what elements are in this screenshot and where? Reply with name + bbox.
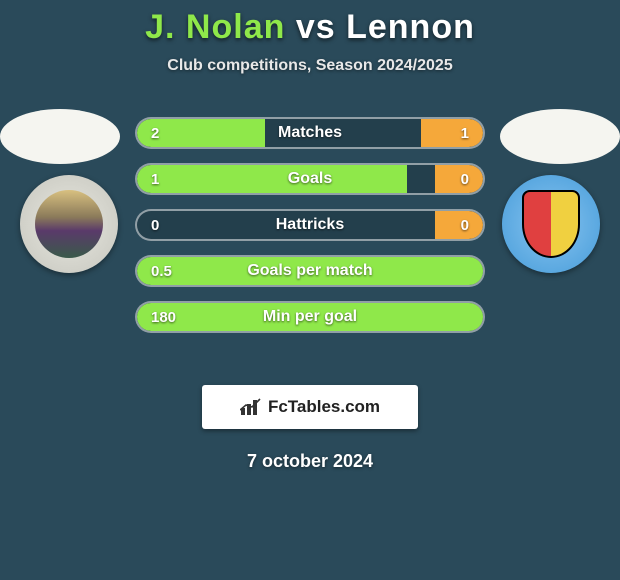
stat-label: Goals per match (137, 262, 483, 280)
stat-row: Goals1 0 (135, 163, 485, 195)
page-title: J. Nolan vs Lennon (0, 8, 620, 47)
thistle-icon (35, 190, 104, 259)
player-left-photo (0, 109, 120, 164)
stat-value-right: 1 (461, 125, 469, 142)
date-label: 7 october 2024 (0, 451, 620, 472)
player-right-photo (500, 109, 620, 164)
stats-area: Matches21Goals10Hattricks00Goals per mat… (0, 117, 620, 377)
stat-value-left: 0.5 (151, 263, 172, 280)
bars-icon (240, 398, 262, 416)
stat-value-left: 2 (151, 125, 159, 142)
stat-row: Hattricks0 0 (135, 209, 485, 241)
comparison-infographic: J. Nolan vs Lennon Club competitions, Se… (0, 0, 620, 580)
stat-value-right: 0 (461, 217, 469, 234)
stat-row: Matches2 1 (135, 117, 485, 149)
stat-rows: Matches21Goals10Hattricks00Goals per mat… (135, 117, 485, 347)
stat-label: Matches (137, 124, 483, 142)
player-left-name: J. Nolan (145, 8, 285, 46)
stat-label: Goals (137, 170, 483, 188)
stat-value-left: 180 (151, 309, 176, 326)
subtitle: Club competitions, Season 2024/2025 (0, 57, 620, 75)
vs-label: vs (296, 8, 336, 46)
brand-box: FcTables.com (202, 385, 418, 429)
club-badge-right (502, 175, 600, 273)
stat-row: Goals per match0.5 (135, 255, 485, 287)
brand-text: FcTables.com (268, 397, 380, 417)
stat-row: Min per goal180 (135, 301, 485, 333)
player-right-name: Lennon (346, 8, 475, 46)
shield-icon (522, 190, 581, 259)
club-badge-left (20, 175, 118, 273)
stat-label: Hattricks (137, 216, 483, 234)
stat-value-right: 0 (461, 171, 469, 188)
stat-label: Min per goal (137, 308, 483, 326)
stat-value-left: 1 (151, 171, 159, 188)
stat-value-left: 0 (151, 217, 159, 234)
